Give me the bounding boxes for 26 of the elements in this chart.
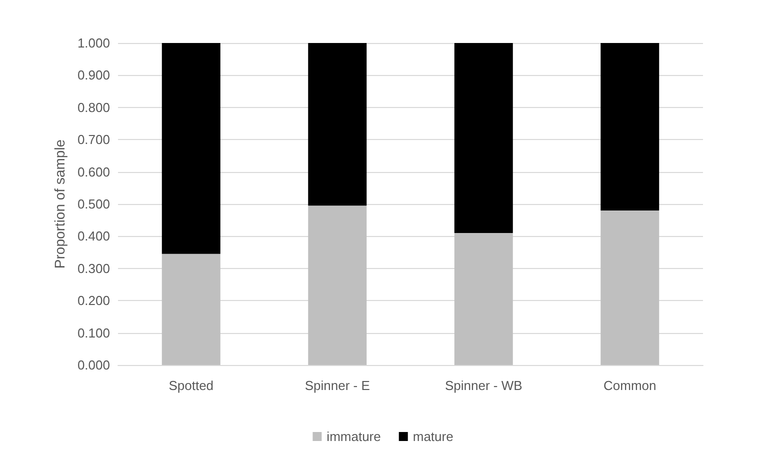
bar xyxy=(600,210,660,365)
bar xyxy=(600,43,660,210)
y-tick-label: 0.400 xyxy=(77,228,110,244)
x-tick-label: Spinner - WB xyxy=(444,378,522,393)
y-tick-label: 0.300 xyxy=(77,260,110,276)
bar xyxy=(308,43,367,206)
y-tick-label: 0.700 xyxy=(77,132,110,148)
y-axis-title: Proportion of sample xyxy=(52,139,68,269)
legend-label: immature xyxy=(326,429,381,444)
y-tick-label: 0.000 xyxy=(77,358,110,372)
y-tick-label: 0.100 xyxy=(77,325,110,340)
x-tick-label: Spotted xyxy=(168,378,214,393)
y-tick-label: 0.500 xyxy=(77,196,110,212)
y-tick-label: 1.000 xyxy=(77,36,110,50)
legend-label: mature xyxy=(412,429,454,444)
y-tick-label: 0.600 xyxy=(77,164,110,180)
bar xyxy=(162,254,220,365)
x-tick-label: Spinner - E xyxy=(304,378,370,393)
bar xyxy=(308,206,367,365)
x-tick-label: Common xyxy=(604,378,656,393)
bar xyxy=(454,232,513,365)
y-tick-label: 0.800 xyxy=(77,100,110,115)
y-tick-label: 0.900 xyxy=(77,68,110,83)
bar xyxy=(454,43,513,233)
y-tick-label: 0.200 xyxy=(77,293,110,308)
bar xyxy=(162,43,220,254)
